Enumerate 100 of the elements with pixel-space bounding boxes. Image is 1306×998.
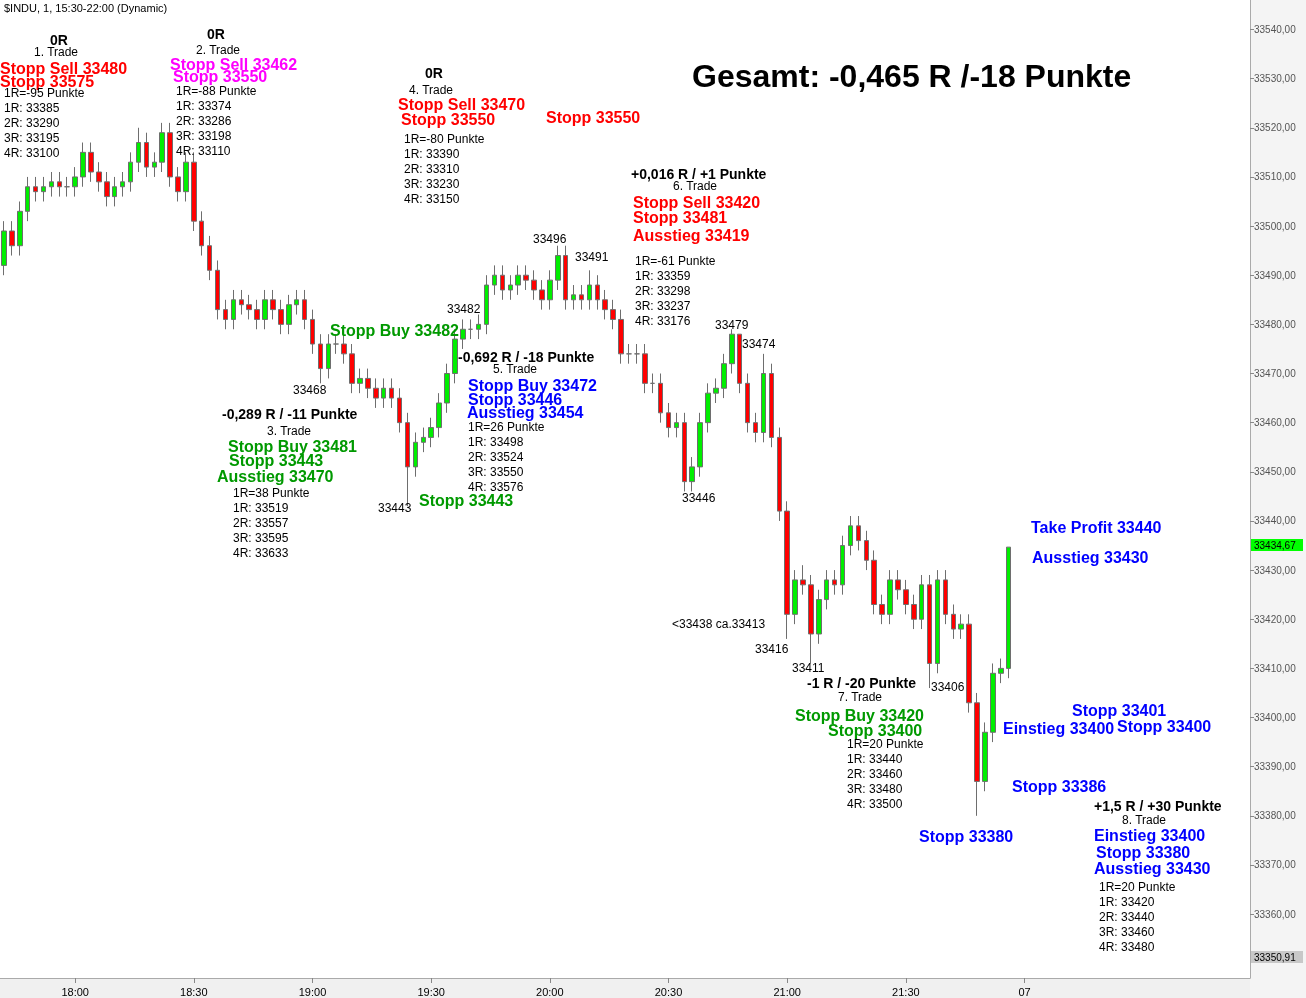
annotation: 3R: 33198	[176, 129, 232, 143]
annotation: Stopp Sell 33470	[398, 95, 526, 113]
candlestick	[365, 368, 371, 399]
annotation: 4R: 33176	[635, 314, 691, 328]
candlestick	[413, 431, 418, 478]
annotation: -0,289 R / -11 Punkte	[222, 406, 358, 422]
y-tick-label: 33470,00	[1254, 368, 1297, 380]
x-tick-label: 18:00	[61, 985, 89, 998]
candlestick	[919, 574, 924, 630]
annotation: 3R: 33195	[4, 131, 60, 145]
x-tick-label: 18:30	[180, 985, 208, 998]
annotation: 2R: 33524	[468, 450, 524, 464]
annotation: +0,016 R / +1 Punkte	[631, 166, 767, 182]
annotation: 1R=-80 Punkte	[404, 132, 485, 146]
candlestick	[72, 166, 78, 198]
candlestick	[373, 377, 379, 409]
y-tick-label: 33510,00	[1254, 171, 1297, 183]
candlestick	[318, 333, 323, 384]
x-tick-label: 21:00	[773, 985, 801, 998]
candlestick	[587, 269, 592, 311]
candlestick	[492, 264, 497, 296]
x-tick-label: 20:30	[654, 985, 683, 998]
annotation: <33438 ca.33413	[672, 617, 766, 631]
y-tick-label: 33430,00	[1254, 564, 1297, 576]
candlestick	[729, 328, 735, 375]
annotation: Gesamt: -0,465 R /-18 Punkte	[692, 58, 1132, 94]
candlestick	[120, 171, 125, 198]
candlestick	[508, 274, 513, 301]
candlestick	[515, 264, 521, 296]
y-tick-label: 33410,00	[1254, 662, 1297, 674]
y-tick-label: 33450,00	[1254, 466, 1297, 478]
candlestick	[666, 402, 671, 438]
annotation: 3R: 33460	[1099, 925, 1155, 939]
candlestick	[563, 245, 568, 311]
candlestick	[982, 721, 988, 792]
candlestick	[689, 456, 695, 492]
candlestick	[571, 284, 576, 311]
candlestick	[128, 151, 133, 193]
annotation: 1R: 33498	[468, 435, 524, 449]
annotation: Einstieg 33400	[1094, 826, 1206, 844]
candlestick	[879, 594, 885, 625]
annotation: Ausstieg 33430	[1094, 859, 1211, 877]
candlestick	[895, 569, 901, 601]
annotation: 5. Trade	[493, 362, 538, 376]
annotation: Stopp Sell 33420	[633, 193, 761, 211]
candlestick	[816, 589, 822, 645]
candlestick	[112, 176, 117, 207]
candlestick	[958, 613, 964, 640]
candlestick	[64, 176, 70, 198]
candlestick	[421, 427, 426, 453]
candlestick	[595, 274, 600, 311]
annotation: 4R: 33110	[176, 144, 231, 158]
annotation: 3R: 33237	[635, 299, 691, 313]
candlestick	[674, 412, 679, 438]
candlestick	[167, 122, 173, 188]
candlestick	[389, 377, 394, 409]
annotation: 4R: 33576	[468, 480, 524, 494]
candlestick	[658, 373, 663, 424]
annotation: 33416	[755, 642, 789, 656]
candlestick	[33, 176, 38, 202]
y-tick-label: 33520,00	[1254, 122, 1297, 134]
annotation: Stopp 33400	[1117, 717, 1212, 735]
candlestick	[436, 392, 442, 438]
candlestick	[634, 343, 640, 365]
candlestick	[682, 412, 687, 492]
annotation: 2R: 33290	[4, 116, 60, 130]
candlestick	[824, 569, 829, 610]
candlestick	[207, 235, 212, 281]
candlestick	[539, 279, 545, 311]
candlestick	[927, 574, 932, 689]
text: 33350,91	[1254, 951, 1297, 963]
y-tick-label: 33420,00	[1254, 613, 1297, 625]
y-tick-label: 33390,00	[1254, 761, 1297, 773]
annotation: 4R: 33500	[847, 797, 903, 811]
candlestick	[974, 692, 980, 817]
annotation: 33482	[447, 302, 481, 316]
y-tick-label: 33480,00	[1254, 318, 1297, 330]
annotation: 1R: 33374	[176, 99, 232, 113]
chart-title: $INDU, 1, 15:30-22:00 (Dynamic)	[4, 2, 168, 14]
candlestick	[871, 549, 877, 615]
candlestick	[96, 161, 102, 193]
candlestick	[80, 142, 86, 188]
annotation: 33446	[682, 491, 716, 505]
annotation: 33479	[715, 318, 749, 332]
candlestick	[175, 166, 181, 202]
candlestick	[761, 353, 766, 443]
y-tick-label: 33440,00	[1254, 515, 1297, 527]
candlestick	[444, 363, 450, 414]
annotation: 8. Trade	[1122, 813, 1167, 827]
annotation: 33406	[931, 680, 965, 694]
annotation: 3R: 33550	[468, 465, 524, 479]
candlestick	[199, 210, 204, 257]
annotation: 33496	[533, 232, 567, 246]
annotation: 0R	[425, 65, 443, 81]
candlestick	[721, 353, 727, 399]
candlestick	[864, 530, 869, 571]
annotation: 33474	[742, 337, 776, 351]
annotation: Ausstieg 33419	[633, 226, 750, 244]
candlestick	[848, 515, 853, 556]
annotation: 1R=20 Punkte	[1099, 880, 1176, 894]
